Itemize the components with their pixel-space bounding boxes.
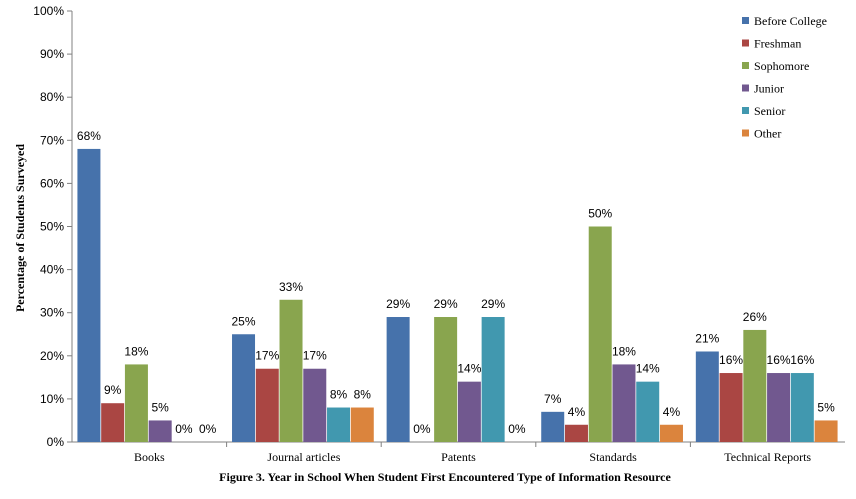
x-category-label: Journal articles (267, 450, 340, 464)
data-label: 8% (330, 388, 348, 402)
bar (719, 373, 743, 442)
data-label: 18% (612, 344, 636, 358)
data-label: 14% (457, 362, 481, 376)
data-label: 16% (790, 353, 814, 367)
bar (255, 368, 279, 442)
legend: Before College Freshman Sophomore Junior Sen… (742, 14, 827, 141)
bar (659, 424, 683, 442)
data-label: 8% (354, 388, 372, 402)
data-label: 0% (175, 422, 193, 436)
legend-swatch (742, 129, 749, 137)
bar (564, 424, 588, 442)
data-label: 5% (817, 400, 835, 414)
bar (101, 403, 125, 442)
y-tick-label: 20% (40, 349, 64, 363)
y-tick-label: 50% (40, 220, 64, 234)
data-label: 25% (232, 314, 256, 328)
data-label: 29% (481, 297, 505, 311)
x-category-label: Technical Reports (724, 450, 811, 464)
y-tick-label: 10% (40, 392, 64, 406)
data-label: 17% (303, 349, 327, 363)
data-label: 16% (719, 353, 743, 367)
legend-label: Senior (754, 104, 785, 118)
bar (279, 299, 303, 442)
data-label: 7% (544, 392, 562, 406)
bar (77, 148, 101, 443)
y-tick-label: 90% (40, 47, 64, 61)
bar (386, 317, 410, 442)
data-label: 29% (386, 297, 410, 311)
bars-group (77, 148, 838, 443)
data-label: 5% (152, 400, 170, 414)
data-label: 17% (255, 349, 279, 363)
bar (636, 381, 660, 442)
bar (695, 351, 719, 442)
data-label: 14% (636, 362, 660, 376)
data-label: 0% (508, 422, 526, 436)
y-tick-label: 60% (40, 176, 64, 190)
data-label: 4% (663, 405, 681, 419)
data-label: 16% (767, 353, 791, 367)
y-tick-label: 70% (40, 133, 64, 147)
data-label: 9% (104, 383, 122, 397)
x-category-label: Standards (589, 450, 637, 464)
x-category-label: Books (134, 450, 165, 464)
x-category-label: Patents (441, 450, 476, 464)
legend-swatch (742, 62, 749, 69)
bar (124, 364, 148, 442)
legend-label: Other (754, 127, 781, 141)
legend-label: Junior (754, 82, 784, 96)
bar (541, 411, 565, 442)
bar (588, 226, 612, 442)
legend-label: Sophomore (754, 59, 809, 73)
bar (327, 407, 351, 442)
bar (457, 381, 481, 442)
y-tick-label: 80% (40, 90, 64, 104)
bar (232, 334, 256, 442)
axes-group: 0% 10% 20% 30% 40% 50% 60% 70% 80% 90% 100% Books Jo… (33, 4, 845, 464)
legend-swatch (742, 84, 749, 92)
data-label: 21% (695, 331, 719, 345)
legend-swatch (742, 107, 749, 114)
y-tick-label: 100% (33, 4, 64, 18)
data-label: 26% (743, 310, 767, 324)
bar (767, 373, 791, 442)
legend-swatch (742, 17, 749, 24)
figure-caption: Figure 3. Year in School When Student Fi… (219, 470, 671, 484)
bar (434, 317, 458, 442)
data-label: 68% (77, 129, 101, 143)
y-tick-label: 40% (40, 263, 64, 277)
bar (350, 407, 374, 442)
bar (148, 420, 172, 442)
data-label: 0% (199, 422, 217, 436)
legend-label: Before College (754, 14, 827, 28)
bar (743, 329, 767, 442)
data-labels-group: 68% 9% 18% 5% 0% 0% 25% 17% 33% 17% 8% 8% 29% 0% 29% 14… (77, 129, 835, 436)
bar (303, 368, 327, 442)
bar (814, 420, 838, 442)
legend-swatch (742, 39, 749, 47)
data-label: 29% (434, 297, 458, 311)
y-tick-label: 30% (40, 306, 64, 320)
y-tick-label: 0% (47, 435, 65, 449)
bar (790, 373, 814, 442)
data-label: 50% (588, 207, 612, 221)
bar (612, 364, 636, 442)
bar (481, 317, 505, 442)
data-label: 33% (279, 280, 303, 294)
data-label: 0% (413, 422, 431, 436)
data-label: 18% (124, 344, 148, 358)
legend-label: Freshman (754, 37, 801, 51)
y-axis-title: Percentage of Students Surveyed (13, 144, 27, 312)
data-label: 4% (568, 405, 586, 419)
